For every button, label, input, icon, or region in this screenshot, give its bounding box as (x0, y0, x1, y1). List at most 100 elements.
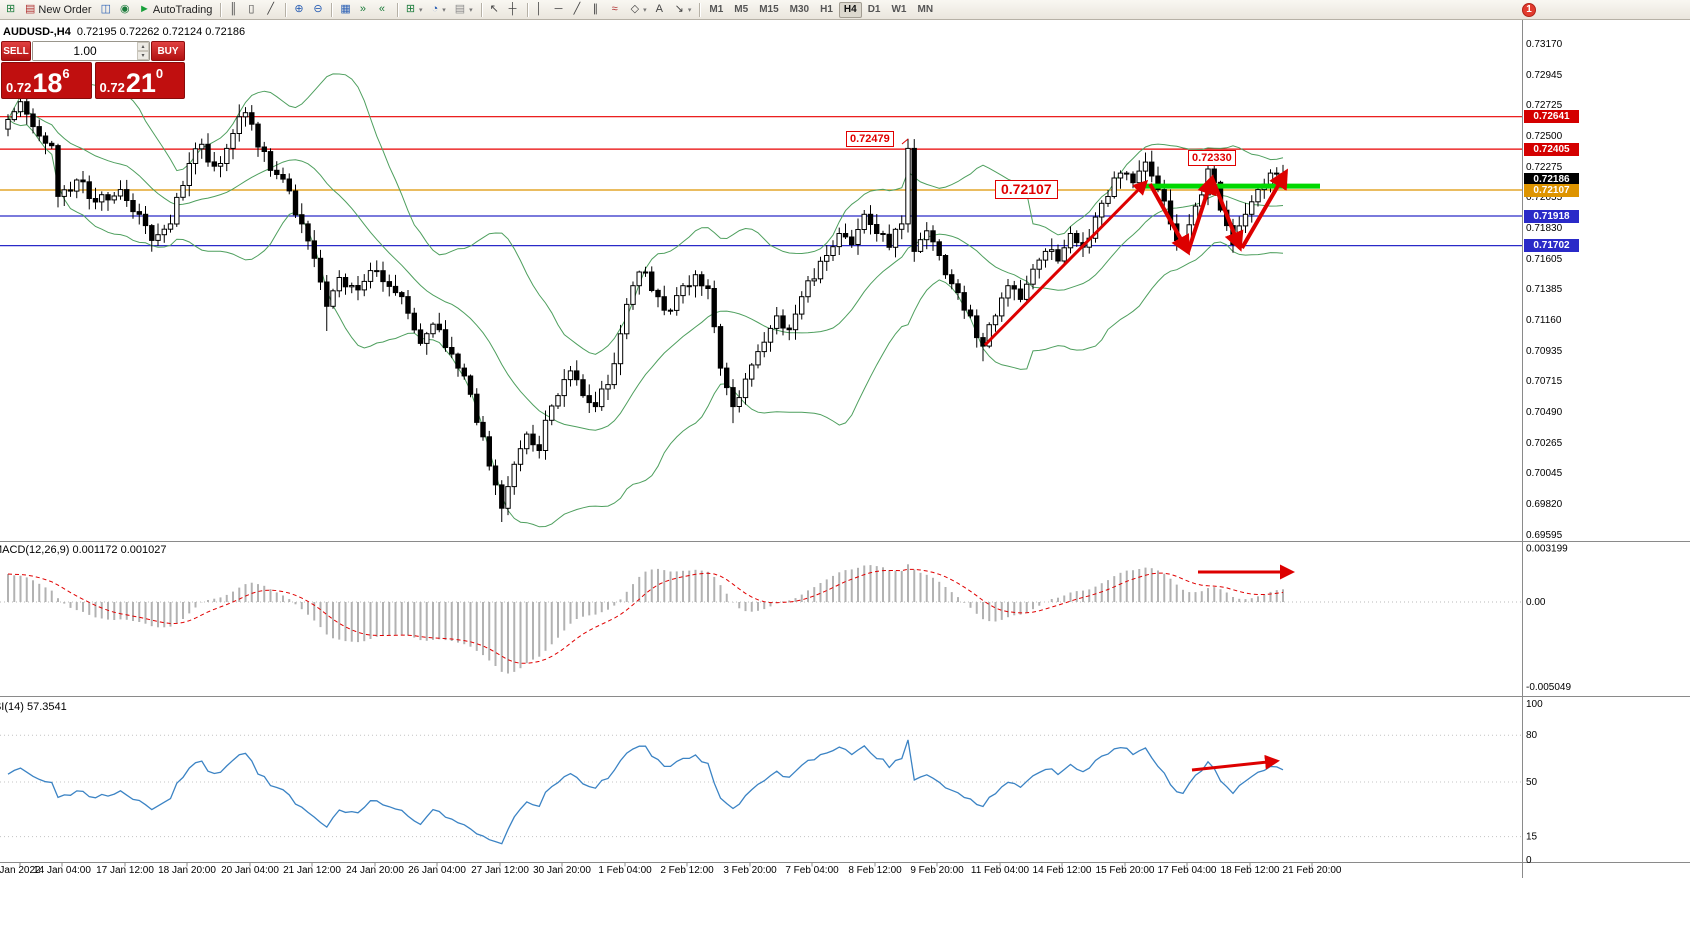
new-order-button-label: New Order (38, 3, 92, 16)
line-chart-icon[interactable]: ╱ (263, 1, 281, 19)
chart-shift-icon[interactable]: « (375, 1, 393, 19)
timeframe-m15-button[interactable]: M15 (754, 2, 783, 18)
buy-price-display[interactable]: 0.72 21 0 (94, 62, 185, 99)
sell-price-big: 18 (32, 68, 63, 99)
chart-symbol-title: AUDUSD-,H4 0.72195 0.72262 0.72124 0.7218… (3, 26, 245, 38)
cursor-icon[interactable]: ↖ (486, 1, 504, 19)
trendline-icon[interactable]: ╱ (570, 1, 588, 19)
timeframe-m5-button[interactable]: M5 (729, 2, 753, 18)
text-label-icon[interactable]: A (652, 1, 670, 19)
price-axis-label: 0.72945 (1526, 70, 1563, 81)
price-callout[interactable]: 0.72479 (846, 131, 894, 147)
time-axis-label: 17 Feb 04:00 (1158, 865, 1217, 876)
chart-window[interactable]: 0.73170 0.72945 0.72725 0.72500 0.72275 0.720… (0, 20, 1690, 940)
macd-panel (0, 564, 1522, 674)
fibonacci-icon[interactable]: ≈ (608, 1, 626, 19)
dropdown-caret-icon: ▾ (442, 6, 446, 14)
price-axis-label: 0.72275 (1526, 162, 1563, 173)
bar-chart-icon[interactable]: ║ (225, 1, 243, 19)
autotrading-icon: ► (139, 3, 150, 15)
price-axis-label: 0.71160 (1526, 315, 1562, 326)
template-icon[interactable]: ▤ ▾ (451, 1, 477, 19)
crosshair-icon[interactable]: ┼ (505, 1, 523, 19)
price-tag: 0.72641 (1524, 110, 1579, 124)
sell-price-display[interactable]: 0.72 18 6 (1, 62, 92, 99)
add-indicator-icon: ⊞ (405, 3, 416, 15)
channel-icon[interactable]: ∥ (589, 1, 607, 19)
shapes-icon[interactable]: ◇ ▾ (627, 1, 651, 19)
dropdown-caret-icon: ▾ (643, 6, 647, 14)
rsi-trend-arrow[interactable] (1191, 754, 1280, 772)
price-tag: 0.71918 (1524, 209, 1579, 223)
shapes-icon: ◇ (630, 3, 640, 15)
timeframe-m30-button[interactable]: M30 (785, 2, 814, 18)
trend-arrow[interactable] (1148, 183, 1190, 256)
toolbar-separator (480, 2, 482, 17)
price-axis-label: 0.72500 (1526, 131, 1563, 142)
timeframe-m1-button[interactable]: M1 (704, 2, 728, 18)
timeframe-h1-button[interactable]: H1 (815, 2, 838, 18)
arrow-tool-icon[interactable]: ↘ ▾ (671, 1, 696, 19)
auto-scroll-icon[interactable]: » (356, 1, 374, 19)
buy-price-big: 21 (125, 68, 156, 99)
time-axis-label: 14 Jan 04:00 (33, 865, 91, 876)
chart-canvas[interactable]: 0.731700.729450.727250.725000.722750.720… (0, 20, 1690, 890)
horizontal-line-icon[interactable]: ─ (551, 1, 569, 19)
vertical-line-icon[interactable]: │ (532, 1, 550, 19)
time-axis-label: 2 Feb 12:00 (660, 865, 714, 876)
tile-windows-icon[interactable]: ▦ (336, 1, 354, 19)
toolbar-separator (331, 2, 333, 17)
new-chart-icon: ⊞ (6, 3, 16, 15)
period-icon[interactable]: ◔ ▾ (428, 1, 450, 19)
bollinger-lower-band (7, 119, 1284, 528)
timeframe-h4-button[interactable]: H4 (838, 1, 862, 18)
autotrading-button[interactable]: ► AutoTrading (135, 1, 216, 19)
tile-windows-icon: ▦ (340, 3, 351, 15)
price-axis-label: 0.71605 (1526, 254, 1563, 265)
price-axis-label: 0.72055 (1526, 192, 1563, 203)
new-order-icon: ▤ (25, 3, 36, 15)
sell-price-pip: 6 (62, 66, 70, 81)
history-center-icon[interactable]: ◉ (116, 1, 134, 19)
volume-increase-button[interactable]: ▴ (137, 42, 149, 51)
candlestick-chart-icon[interactable]: ▯ (244, 1, 262, 19)
timeframe-mn-button[interactable]: MN (912, 2, 938, 18)
sell-price-prefix: 0.72 (6, 80, 32, 95)
volume-decrease-button[interactable]: ▾ (137, 51, 149, 60)
add-indicator-icon[interactable]: ⊞ ▾ (402, 1, 427, 19)
trend-arrow[interactable] (1210, 177, 1244, 252)
trend-arrow[interactable] (1186, 174, 1217, 253)
buy-button[interactable]: BUY (151, 41, 185, 61)
horizontal-line-icon: ─ (554, 3, 563, 15)
candles-layer (5, 83, 1286, 522)
cursor-icon: ↖ (489, 3, 499, 15)
data-window-icon[interactable]: ◫ (97, 1, 115, 19)
notification-badge[interactable]: 1 (1522, 2, 1536, 17)
macd-axis-label: 0.003199 (1526, 543, 1568, 554)
trend-arrow[interactable] (983, 179, 1149, 347)
timeframe-w1-button[interactable]: W1 (886, 2, 911, 18)
new-chart-icon[interactable]: ⊞ (2, 1, 20, 19)
price-tag: 0.72186 (1524, 172, 1579, 186)
price-callout[interactable]: 0.72330 (1188, 150, 1236, 166)
price-callout[interactable]: 0.72107 (995, 180, 1058, 199)
trend-arrow[interactable] (1240, 168, 1289, 250)
rsi-axis-label: 0 (1526, 855, 1532, 866)
price-axis-label: 0.71830 (1526, 223, 1563, 234)
zoom-out-icon[interactable]: ⊖ (309, 1, 327, 19)
time-axis-label: 8 Feb 12:00 (848, 865, 902, 876)
zoom-in-icon[interactable]: ⊕ (290, 1, 308, 19)
price-axis-label: 0.71385 (1526, 284, 1563, 295)
rsi-indicator-title: RSI(14) 57.3541 (0, 701, 67, 713)
volume-input[interactable] (33, 42, 149, 60)
sell-button[interactable]: SELL (1, 41, 31, 61)
toolbar-separator (285, 2, 287, 17)
rsi-panel (0, 734, 1522, 845)
timeframe-d1-button[interactable]: D1 (863, 2, 886, 18)
dropdown-caret-icon: ▾ (469, 6, 473, 14)
price-axis-label: 0.70935 (1526, 346, 1563, 357)
price-tag: 0.72405 (1524, 142, 1579, 156)
price-axis-label: 0.70490 (1526, 407, 1563, 418)
new-order-button[interactable]: ▤ New Order (21, 1, 96, 19)
buy-price-pip: 0 (155, 66, 164, 81)
